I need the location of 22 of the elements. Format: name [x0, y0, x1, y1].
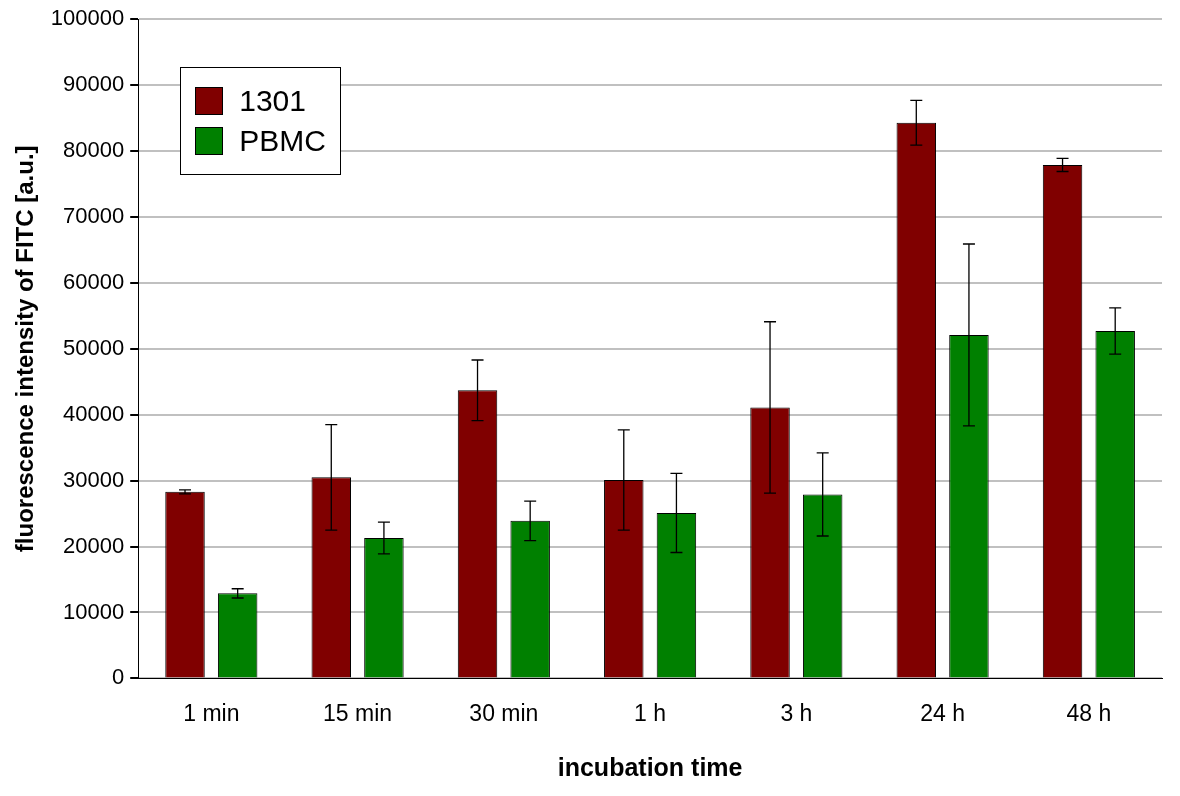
x-tick-label: 30 min — [469, 699, 539, 726]
y-tick-label: 90000 — [63, 71, 125, 97]
x-tick-label: 24 h — [920, 699, 965, 726]
y-tick-label: 70000 — [63, 203, 125, 229]
y-tick-label: 80000 — [63, 137, 125, 163]
y-tick-label: 10000 — [63, 598, 125, 624]
y-tick-label: 40000 — [63, 400, 125, 426]
x-tick-label: 1 h — [634, 699, 667, 726]
x-tick-label: 48 h — [1066, 699, 1112, 726]
y-axis-title: fluorescence intensity of FITC [a.u.] — [11, 145, 39, 553]
y-tick-label: 60000 — [63, 268, 125, 294]
legend-label: 1301 — [239, 84, 306, 119]
y-tick-label: 0 — [111, 664, 125, 690]
y-tick-label: 30000 — [63, 466, 125, 492]
legend-label: PBMC — [239, 124, 326, 159]
x-tick-label: 1 min — [183, 699, 240, 726]
x-tick-label: 3 h — [780, 699, 813, 726]
y-tick-label: 20000 — [63, 532, 125, 558]
x-axis-title: incubation time — [557, 752, 743, 781]
y-tick-label: 50000 — [63, 334, 125, 360]
y-tick-label: 100000 — [50, 5, 125, 31]
x-tick-label: 15 min — [323, 699, 393, 726]
